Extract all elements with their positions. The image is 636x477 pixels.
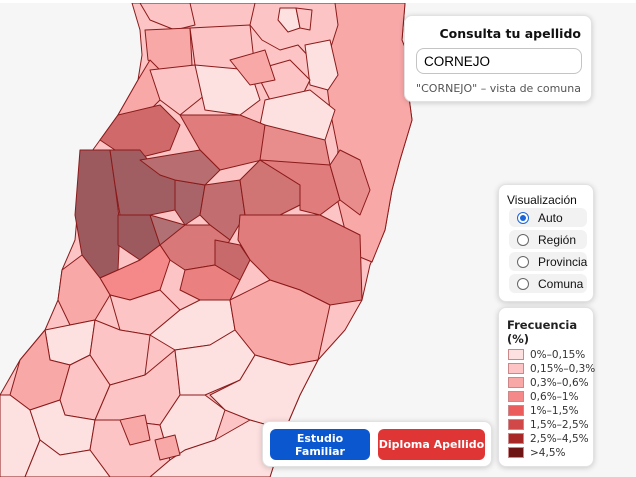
viz-option-provincia[interactable]: Provincia	[509, 252, 587, 271]
legend-label: 1%–1,5%	[530, 404, 579, 417]
surname-diploma-button[interactable]: Diploma Apellido	[378, 429, 485, 460]
action-buttons-panel: Estudio Familiar Diploma Apellido	[262, 421, 492, 467]
viz-option-region[interactable]: Región	[509, 230, 587, 249]
legend-swatch	[508, 447, 524, 458]
map-region	[209, 354, 319, 431]
map-region	[149, 419, 286, 477]
legend-swatch	[508, 391, 524, 402]
legend-swatch	[508, 377, 524, 388]
legend-swatch	[508, 405, 524, 416]
legend-label: 1,5%–2,5%	[530, 418, 589, 431]
viz-option-comuna[interactable]: Comuna	[509, 274, 587, 293]
search-status-text: "CORNEJO" – vista de comuna	[416, 82, 581, 95]
legend-label: 0,6%–1%	[530, 390, 579, 403]
legend-label: 2,5%–4,5%	[530, 432, 589, 445]
viz-option-label: Auto	[538, 210, 563, 225]
legend-item: 0%–0,15%	[508, 348, 585, 361]
map-region	[214, 239, 251, 281]
map-region	[277, 7, 301, 33]
legend-item: 1%–1,5%	[508, 404, 579, 417]
legend-label: 0%–0,15%	[530, 348, 586, 361]
surname-search-panel: Consulta tu apellido "CORNEJO" – vista d…	[404, 15, 592, 102]
viz-option-label: Región	[538, 232, 577, 247]
legend-swatch	[508, 349, 524, 360]
map-region	[139, 3, 196, 31]
radio-icon[interactable]	[517, 255, 529, 268]
map-region	[149, 64, 206, 116]
map-region	[304, 39, 339, 91]
map-region	[24, 439, 111, 477]
viz-option-label: Comuna	[538, 276, 584, 291]
viz-option-label: Provincia	[538, 254, 588, 269]
map-region	[329, 149, 371, 216]
surname-input[interactable]	[416, 48, 582, 74]
radio-selected-icon[interactable]	[517, 211, 529, 224]
viz-option-auto[interactable]: Auto	[509, 208, 587, 227]
map-region	[229, 49, 276, 86]
visualization-panel: Visualización Auto Región Provincia Comu…	[498, 184, 594, 302]
legend-swatch	[508, 419, 524, 430]
radio-icon[interactable]	[517, 233, 529, 246]
legend-item: >4,5%	[508, 446, 565, 459]
legend-label: 0,3%–0,6%	[530, 376, 589, 389]
radio-icon[interactable]	[517, 277, 529, 290]
legend-swatch	[508, 433, 524, 444]
legend-item: 1,5%–2,5%	[508, 418, 589, 431]
legend-item: 0,15%–0,3%	[508, 362, 595, 375]
search-title: Consulta tu apellido	[439, 26, 581, 41]
map-region	[154, 434, 181, 461]
map-region	[295, 7, 313, 31]
legend-item: 2,5%–4,5%	[508, 432, 589, 445]
visualization-title: Visualización	[507, 193, 577, 207]
legend-title: Frecuencia (%)	[507, 318, 578, 346]
legend-label: >4,5%	[530, 446, 566, 459]
legend-label: 0,15%–0,3%	[530, 362, 596, 375]
choropleth-map[interactable]	[0, 3, 636, 477]
frequency-legend: Frecuencia (%) 0%–0,15% 0,15%–0,3% 0,3%–…	[498, 307, 595, 467]
map-region	[119, 414, 151, 446]
legend-swatch	[508, 363, 524, 374]
top-strip	[0, 0, 636, 3]
legend-item: 0,3%–0,6%	[508, 376, 589, 389]
family-study-button[interactable]: Estudio Familiar	[270, 429, 370, 460]
legend-item: 0,6%–1%	[508, 390, 579, 403]
